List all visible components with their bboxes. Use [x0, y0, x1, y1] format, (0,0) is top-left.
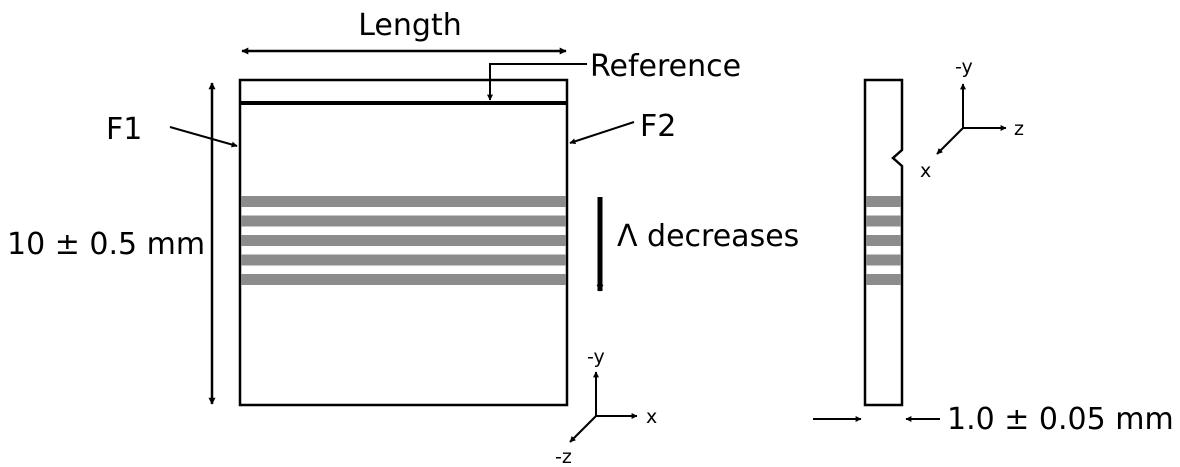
f2-arrow: [569, 121, 635, 145]
length-label: Length: [358, 8, 461, 43]
sample-front-outline: [238, 78, 569, 407]
height-dimension-label: 10 ± 0.5 mm: [7, 227, 205, 262]
side-axis-out-label: x: [920, 160, 931, 182]
sample-side-outline: [863, 78, 904, 407]
f1-arrow: [169, 126, 238, 148]
grating-band-side: [866, 196, 901, 207]
grating-band-front: [241, 235, 566, 246]
front-axis-out-arrow: [569, 415, 597, 443]
side-axes: -y z x: [920, 56, 1024, 182]
side-axis-out-arrow: [936, 127, 964, 155]
side-view: 1.0 ± 0.05 mm -y z x: [813, 56, 1174, 437]
thickness-dimension-label: 1.0 ± 0.05 mm: [947, 402, 1174, 437]
grating-band-side: [866, 254, 901, 266]
f1-label: F1: [106, 112, 142, 147]
grating-bands-side: [866, 196, 901, 285]
front-axis-up-label: -y: [587, 346, 605, 368]
side-axis-up-label: -y: [955, 56, 973, 78]
f2-label: F2: [640, 109, 676, 144]
reference-arrow: [487, 63, 587, 101]
grating-band-side: [866, 274, 901, 285]
side-axis-right-label: z: [1014, 118, 1024, 140]
front-axes: -y x -z: [555, 346, 657, 467]
grating-band-front: [241, 254, 566, 266]
reference-label: Reference: [590, 49, 741, 84]
front-axis-out-label: -z: [555, 446, 572, 467]
front-axis-right-label: x: [646, 406, 657, 428]
lambda-note: Λ decreases: [617, 219, 799, 254]
grating-band-front: [241, 274, 566, 285]
grating-band-side: [866, 215, 901, 227]
front-view: Length Reference F1 F2 10 ± 0.5 mm Λ dec…: [7, 8, 799, 467]
grating-bands-front: [241, 196, 566, 285]
grating-band-front: [241, 196, 566, 207]
grating-band-front: [241, 215, 566, 227]
grating-band-side: [866, 235, 901, 246]
